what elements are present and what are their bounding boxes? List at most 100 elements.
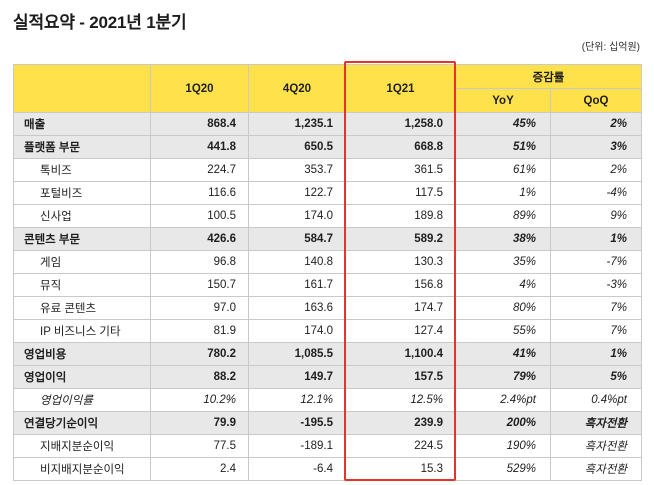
cell-1q21: 224.5 <box>345 434 456 458</box>
cell-4q20: 1,085.5 <box>248 342 346 366</box>
cell-4q20: 584.7 <box>248 227 346 251</box>
cell-1q20: 116.6 <box>150 181 249 205</box>
cell-qoq: 2% <box>550 112 642 136</box>
row-label: 콘텐츠 부문 <box>13 227 151 251</box>
column-header-1q21: 1Q21 <box>345 64 456 113</box>
cell-1q21: 668.8 <box>345 135 456 159</box>
cell-1q20: 868.4 <box>150 112 249 136</box>
cell-yoy: 1% <box>455 181 551 205</box>
table-row: 영업비용 780.2 1,085.5 1,100.4 41% 1% <box>13 342 642 366</box>
cell-yoy: 45% <box>455 112 551 136</box>
cell-qoq: 3% <box>550 135 642 159</box>
cell-4q20: 1,235.1 <box>248 112 346 136</box>
cell-1q20: 79.9 <box>150 411 249 435</box>
cell-1q20: 150.7 <box>150 273 249 297</box>
cell-yoy: 529% <box>455 457 551 481</box>
cell-1q20: 96.8 <box>150 250 249 274</box>
cell-4q20: -6.4 <box>248 457 346 481</box>
cell-1q21: 589.2 <box>345 227 456 251</box>
cell-yoy: 4% <box>455 273 551 297</box>
cell-yoy: 55% <box>455 319 551 343</box>
row-label: 영업이익률 <box>13 388 151 412</box>
row-label: 게임 <box>13 250 151 274</box>
table-row: 지배지분순이익 77.5 -189.1 224.5 190% 흑자전환 <box>13 434 642 458</box>
table-header: 1Q20 4Q20 1Q21 증감률 YoY QoQ <box>13 64 642 113</box>
table-row: 영업이익 88.2 149.7 157.5 79% 5% <box>13 365 642 389</box>
cell-1q21: 127.4 <box>345 319 456 343</box>
table-row: 플랫폼 부문 441.8 650.5 668.8 51% 3% <box>13 135 642 159</box>
cell-1q20: 441.8 <box>150 135 249 159</box>
cell-1q21: 12.5% <box>345 388 456 412</box>
table-row: IP 비즈니스 기타 81.9 174.0 127.4 55% 7% <box>13 319 642 343</box>
cell-1q21: 157.5 <box>345 365 456 389</box>
cell-1q20: 780.2 <box>150 342 249 366</box>
cell-4q20: 174.0 <box>248 319 346 343</box>
cell-yoy: 51% <box>455 135 551 159</box>
column-header-growth: 증감률 <box>455 64 642 89</box>
cell-4q20: 353.7 <box>248 158 346 182</box>
cell-qoq: 7% <box>550 296 642 320</box>
row-label: 포털비즈 <box>13 181 151 205</box>
cell-1q21: 174.7 <box>345 296 456 320</box>
column-header-1q20: 1Q20 <box>150 64 249 113</box>
table-row: 매출 868.4 1,235.1 1,258.0 45% 2% <box>13 112 642 136</box>
cell-yoy: 200% <box>455 411 551 435</box>
cell-1q20: 97.0 <box>150 296 249 320</box>
cell-yoy: 190% <box>455 434 551 458</box>
table-row: 포털비즈 116.6 122.7 117.5 1% -4% <box>13 181 642 205</box>
cell-1q21: 239.9 <box>345 411 456 435</box>
cell-qoq: 5% <box>550 365 642 389</box>
cell-qoq: 1% <box>550 227 642 251</box>
row-label: IP 비즈니스 기타 <box>13 319 151 343</box>
cell-qoq: 0.4%pt <box>550 388 642 412</box>
earnings-summary-table: 1Q20 4Q20 1Q21 증감률 YoY QoQ 매출 868.4 1,235.… <box>13 64 642 481</box>
cell-qoq: 9% <box>550 204 642 228</box>
cell-1q20: 426.6 <box>150 227 249 251</box>
cell-1q20: 88.2 <box>150 365 249 389</box>
column-header-qoq: QoQ <box>550 88 642 113</box>
table-row: 톡비즈 224.7 353.7 361.5 61% 2% <box>13 158 642 182</box>
cell-1q20: 224.7 <box>150 158 249 182</box>
cell-qoq: 2% <box>550 158 642 182</box>
cell-qoq: -3% <box>550 273 642 297</box>
cell-1q20: 81.9 <box>150 319 249 343</box>
row-label: 유료 콘텐츠 <box>13 296 151 320</box>
page-title: 실적요약 - 2021년 1분기 <box>13 13 187 32</box>
label-column-header <box>13 64 151 113</box>
row-label: 뮤직 <box>13 273 151 297</box>
cell-4q20: -195.5 <box>248 411 346 435</box>
cell-1q21: 189.8 <box>345 204 456 228</box>
cell-yoy: 38% <box>455 227 551 251</box>
table-body: 매출 868.4 1,235.1 1,258.0 45% 2% 플랫폼 부문 441.8 650… <box>13 112 642 481</box>
cell-qoq: -7% <box>550 250 642 274</box>
unit-note: (단위: 십억원) <box>581 42 640 53</box>
cell-4q20: 174.0 <box>248 204 346 228</box>
cell-yoy: 89% <box>455 204 551 228</box>
cell-yoy: 79% <box>455 365 551 389</box>
cell-1q21: 1,100.4 <box>345 342 456 366</box>
column-header-yoy: YoY <box>455 88 551 113</box>
row-label: 비지배지분순이익 <box>13 457 151 481</box>
cell-yoy: 2.4%pt <box>455 388 551 412</box>
column-header-4q20: 4Q20 <box>248 64 346 113</box>
cell-1q21: 361.5 <box>345 158 456 182</box>
row-label: 영업비용 <box>13 342 151 366</box>
cell-4q20: 163.6 <box>248 296 346 320</box>
cell-4q20: 122.7 <box>248 181 346 205</box>
cell-qoq: -4% <box>550 181 642 205</box>
cell-qoq: 1% <box>550 342 642 366</box>
cell-1q20: 77.5 <box>150 434 249 458</box>
cell-4q20: 140.8 <box>248 250 346 274</box>
row-label: 영업이익 <box>13 365 151 389</box>
cell-4q20: 161.7 <box>248 273 346 297</box>
cell-yoy: 35% <box>455 250 551 274</box>
cell-1q21: 117.5 <box>345 181 456 205</box>
cell-1q20: 100.5 <box>150 204 249 228</box>
table-row: 영업이익률 10.2% 12.1% 12.5% 2.4%pt 0.4%pt <box>13 388 642 412</box>
row-label: 연결당기순이익 <box>13 411 151 435</box>
cell-1q20: 2.4 <box>150 457 249 481</box>
row-label: 매출 <box>13 112 151 136</box>
table-row: 콘텐츠 부문 426.6 584.7 589.2 38% 1% <box>13 227 642 251</box>
cell-1q21: 130.3 <box>345 250 456 274</box>
